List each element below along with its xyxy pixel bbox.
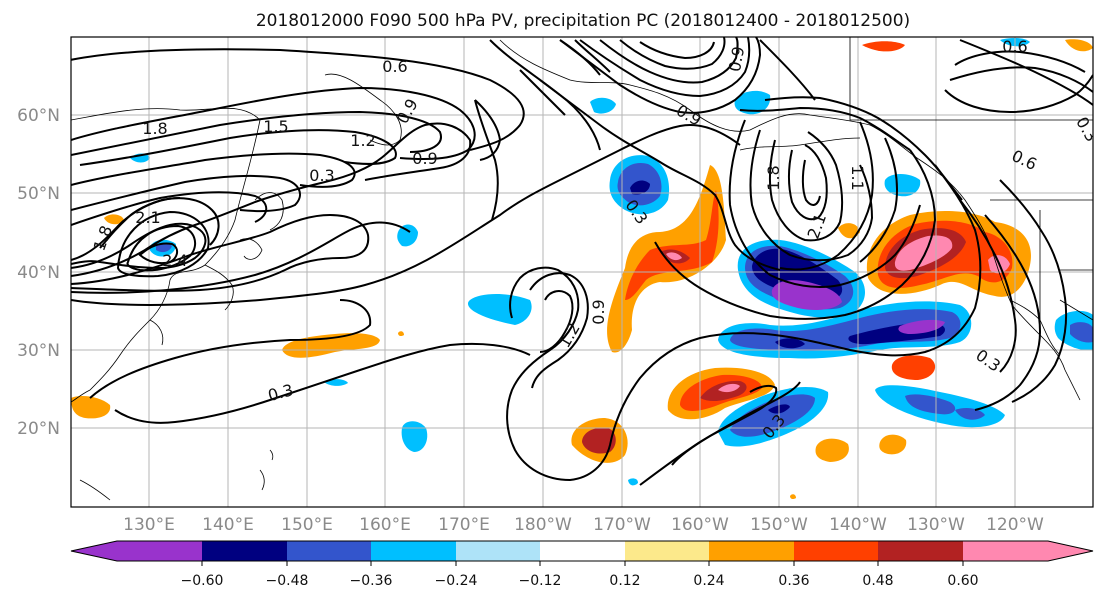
precip-positive-area [582, 427, 616, 454]
precip-positive-area [891, 355, 936, 380]
colorbar-tick-label: 0.48 [862, 573, 893, 589]
longitude-label: 130°E [123, 515, 175, 535]
longitude-label: 150°E [281, 515, 333, 535]
colorbar-ticks [201, 561, 964, 566]
precip-positive-area [838, 223, 860, 239]
longitude-label: 170°E [438, 515, 490, 535]
contour-label: 2.4 [162, 251, 187, 270]
colorbar-cell [794, 541, 878, 561]
contour-label: 2.1 [135, 208, 160, 227]
longitude-label: 160°W [671, 515, 729, 535]
longitude-label: 180°W [514, 515, 572, 535]
contour-label: 0.9 [725, 45, 748, 73]
longitude-label: 160°E [359, 515, 411, 535]
colorbar-cell [71, 541, 202, 561]
precip-positive-area [894, 235, 953, 271]
precip-negative-area [730, 394, 815, 437]
pv-contours [71, 37, 1093, 486]
map-title: 2018012000 F090 500 hPa PV, precipitatio… [256, 11, 910, 31]
latitude-label: 50°N [17, 184, 60, 204]
precip-positive-area [815, 438, 849, 462]
precip-negative-area [401, 421, 428, 452]
precip-negative-area [156, 243, 172, 253]
colorbar-tick-label: −0.48 [266, 573, 309, 589]
colorbar-cell [625, 541, 709, 561]
precip-negative-area [467, 294, 532, 325]
contour-label: 1.8 [142, 119, 167, 138]
precip-negative-area [955, 407, 985, 420]
precip-positive-area [71, 396, 111, 419]
colorbar-cell [963, 541, 1093, 561]
colorbar-tick-label: −0.24 [435, 573, 478, 589]
colorbar: −0.60 −0.48 −0.36 −0.24 −0.12 0.12 0.24 … [70, 540, 1094, 589]
precip-negative-area [898, 319, 945, 334]
colorbar-cells [71, 541, 1093, 561]
contour-label: 0.6 [1002, 37, 1027, 56]
precip-positive-area [398, 331, 404, 337]
precip-negative-area [590, 97, 616, 114]
contour-label: 0.9 [412, 149, 437, 168]
precip-negative-area [397, 224, 418, 247]
longitude-label: 170°W [593, 515, 651, 535]
colorbar-cell [287, 541, 371, 561]
contour-label: 1.1 [848, 165, 867, 190]
map-panel: 0.6 1.8 1.5 1.2 0.9 0.3 2.1 2.4 1.8 0.6 … [71, 37, 1093, 507]
colorbar-cell [709, 541, 794, 561]
precip-negative-area [884, 174, 921, 197]
longitude-label: 140°W [829, 515, 887, 535]
colorbar-cell [202, 541, 287, 561]
longitude-label: 150°W [750, 515, 808, 535]
colorbar-outline [70, 540, 1094, 562]
precip-positive-area [790, 494, 796, 500]
colorbar-tick-label: 0.24 [693, 573, 724, 589]
contour-label: 0.9 [589, 299, 608, 324]
precip-positive-area [862, 41, 905, 52]
latitude-label: 60°N [17, 106, 60, 126]
precip-positive-area [718, 383, 740, 393]
colorbar-tick-label: −0.60 [181, 573, 224, 589]
longitude-label: 140°E [202, 515, 254, 535]
colorbar-cell [540, 541, 625, 561]
precip-positive-area [104, 214, 124, 225]
precip-negative-area [1070, 322, 1093, 343]
colorbar-tick-label: 0.60 [947, 573, 978, 589]
longitude-label: 130°W [907, 515, 965, 535]
latitude-label: 30°N [17, 341, 60, 361]
contour-label: 0.6 [382, 57, 407, 76]
precip-negative-area [775, 338, 805, 349]
contour-label: 1.2 [350, 131, 375, 150]
contour-label: 0.3 [309, 166, 334, 185]
precip-positive-area [666, 252, 682, 261]
precip-positive-area [1065, 39, 1093, 52]
colorbar-cell [878, 541, 963, 561]
colorbar-tick-label: −0.36 [350, 573, 393, 589]
latitude-labels: 60°N 50°N 40°N 30°N 20°N [17, 106, 60, 439]
colorbar-cell [371, 541, 456, 561]
precip-positive-area [879, 434, 907, 455]
colorbar-cell [456, 541, 540, 561]
contour-label: 1.5 [263, 117, 288, 136]
precip-negative-area [630, 180, 650, 195]
latitude-label: 20°N [17, 419, 60, 439]
colorbar-tick-label: 0.36 [778, 573, 809, 589]
precip-negative-area [905, 394, 956, 415]
colorbar-tick-label: −0.12 [519, 573, 562, 589]
map-frame [70, 36, 1094, 508]
latitude-label: 40°N [17, 263, 60, 283]
precip-negative-area [628, 478, 638, 486]
longitude-label: 120°W [986, 515, 1044, 535]
colorbar-tick-label: 0.12 [609, 573, 640, 589]
precip-negative-area [734, 90, 771, 115]
contour-label: 1.8 [764, 165, 783, 190]
longitude-labels: 130°E 140°E 150°E 160°E 170°E 180°W 170°… [123, 515, 1044, 535]
